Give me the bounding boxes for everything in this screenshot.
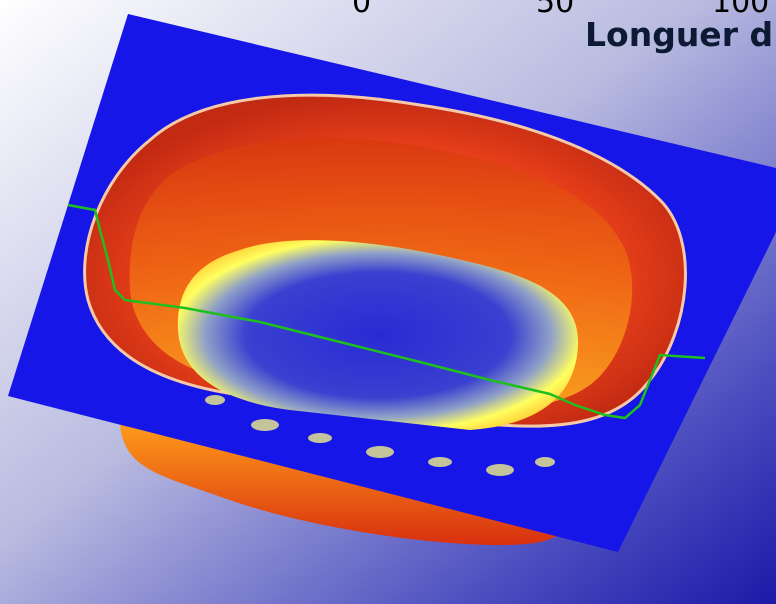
tray-floor <box>177 240 579 430</box>
ruler-tick-100: 100 <box>712 0 770 20</box>
yellow-highlights <box>205 395 555 476</box>
ruler-tick-0: 0 <box>352 0 372 20</box>
ruler-tick-50: 50 <box>536 0 575 20</box>
tray-underside <box>120 425 565 545</box>
profile-line <box>67 203 706 420</box>
ruler-title: Longuer d <box>585 15 774 54</box>
